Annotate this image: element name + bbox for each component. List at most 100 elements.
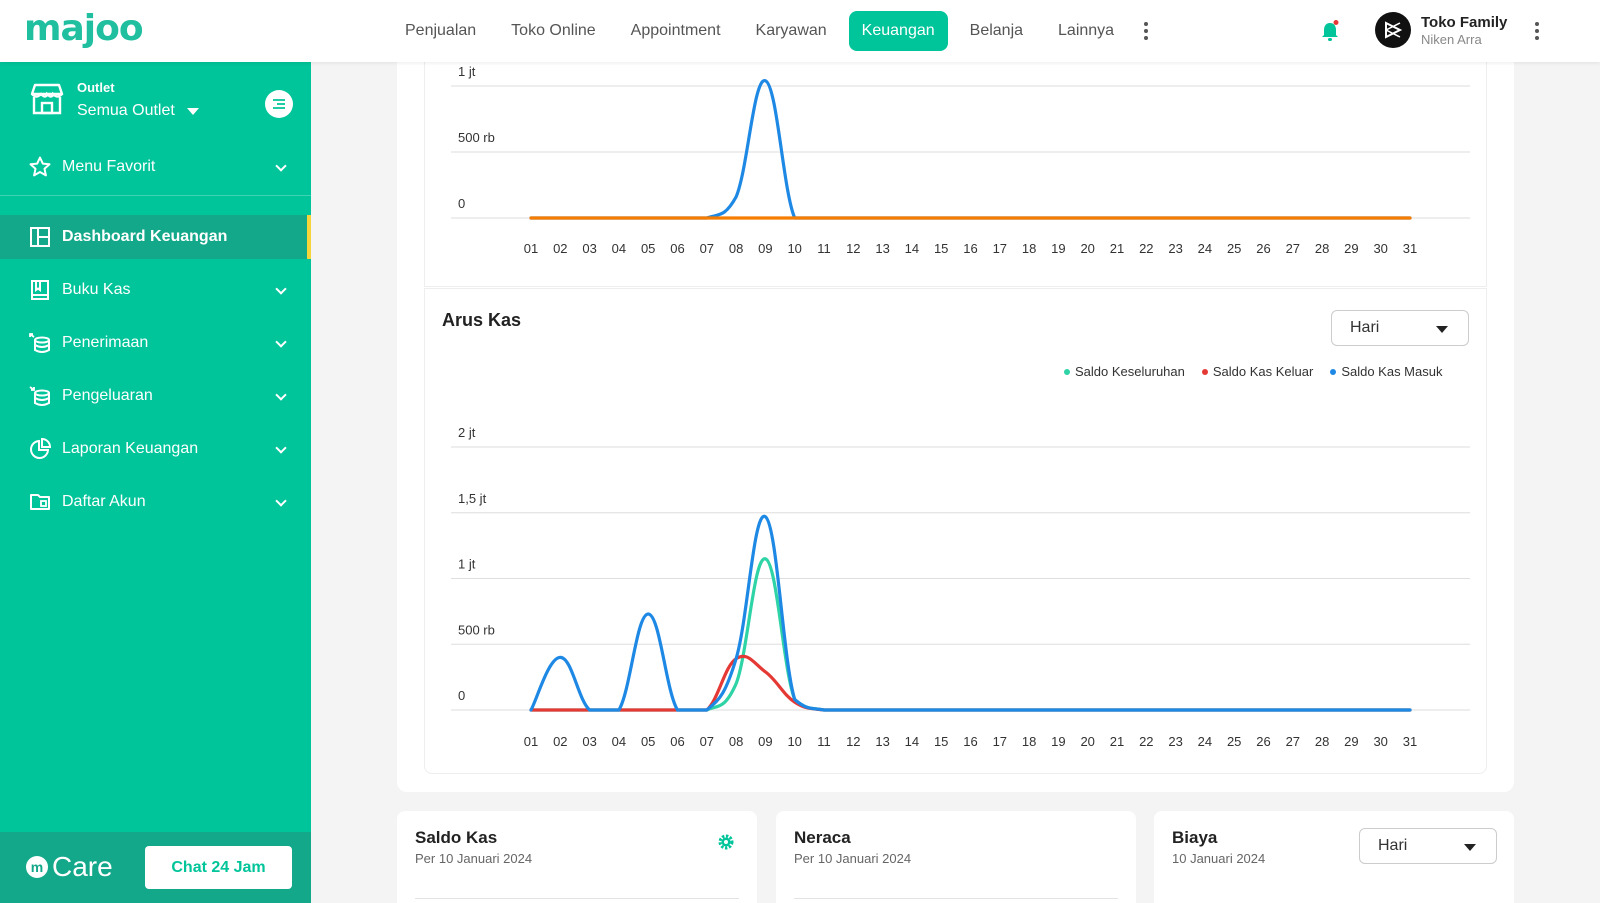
- x-tick-label: 20: [1080, 241, 1094, 256]
- biaya-title: Biaya: [1172, 828, 1218, 847]
- care-logo: m Care: [26, 851, 113, 883]
- store-icon: [30, 83, 64, 115]
- sidebar-item-label: Daftar Akun: [62, 493, 146, 510]
- arus-kas-title: Arus Kas: [442, 310, 522, 330]
- book-icon: [28, 278, 52, 302]
- x-tick-label: 24: [1198, 734, 1212, 749]
- caret-down-icon: [1464, 844, 1476, 851]
- x-tick-label: 21: [1110, 241, 1124, 256]
- x-tick-label: 23: [1168, 734, 1182, 749]
- dashboard-icon: [28, 225, 52, 249]
- outlet-value: Semua Outlet: [77, 102, 175, 119]
- x-tick-label: 20: [1080, 734, 1094, 749]
- y-tick-label: 500 rb: [458, 622, 495, 637]
- menu-collapse-icon: [273, 99, 285, 109]
- y-tick-label: 1 jt: [458, 64, 476, 79]
- outlet-dropdown[interactable]: Semua Outlet: [77, 102, 199, 120]
- arus-kas-period-select[interactable]: Hari: [1331, 310, 1469, 346]
- x-tick-label: 05: [641, 734, 655, 749]
- collapse-sidebar-button[interactable]: [265, 90, 293, 118]
- star-icon: [28, 155, 52, 179]
- more-nav-icon[interactable]: [1136, 11, 1156, 51]
- sidebar: Outlet Semua Outlet Menu Favorit Dashboa…: [0, 62, 311, 903]
- series-line-series-1: [529, 79, 1412, 220]
- caret-down-icon: [186, 107, 199, 115]
- card-divider: [794, 898, 1118, 899]
- x-tick-label: 30: [1373, 734, 1387, 749]
- profile-subtitle: Niken Arra: [1421, 31, 1482, 47]
- notification-bell-icon[interactable]: [1320, 20, 1340, 42]
- x-tick-label: 25: [1227, 241, 1241, 256]
- x-tick-label: 15: [934, 241, 948, 256]
- sidebar-item-penerimaan[interactable]: Penerimaan: [0, 321, 311, 365]
- x-tick-label: 21: [1110, 734, 1124, 749]
- x-tick-label: 13: [875, 241, 889, 256]
- legend-item-saldo-kas-masuk[interactable]: Saldo Kas Masuk: [1330, 364, 1442, 379]
- x-tick-label: 09: [758, 734, 772, 749]
- main-nav: Penjualan Toko Online Appointment Karyaw…: [392, 11, 1156, 51]
- x-tick-label: 26: [1256, 241, 1270, 256]
- sidebar-item-label: Penerimaan: [62, 334, 149, 351]
- x-tick-label: 10: [787, 241, 801, 256]
- chat-24-jam-button[interactable]: Chat 24 Jam: [145, 846, 292, 889]
- x-tick-label: 27: [1286, 734, 1300, 749]
- series-line-saldo-kas-masuk: [529, 515, 1412, 712]
- x-tick-label: 04: [612, 734, 626, 749]
- nav-keuangan[interactable]: Keuangan: [848, 11, 948, 51]
- legend-item-saldo-kas-keluar[interactable]: Saldo Kas Keluar: [1201, 364, 1314, 379]
- y-tick-label: 500 rb: [458, 130, 495, 145]
- majoo-m-icon: m: [26, 856, 48, 878]
- sidebar-item-label: Menu Favorit: [62, 158, 156, 175]
- x-tick-label: 08: [729, 734, 743, 749]
- x-tick-label: 29: [1344, 734, 1358, 749]
- period-value: Hari: [1350, 319, 1380, 336]
- profile-name: Toko Family: [1421, 13, 1508, 31]
- x-tick-label: 06: [670, 241, 684, 256]
- caret-down-icon: [1436, 326, 1448, 333]
- x-tick-label: 29: [1344, 241, 1358, 256]
- profile-menu-icon[interactable]: [1527, 11, 1547, 51]
- nav-lainnya[interactable]: Lainnya: [1058, 22, 1115, 39]
- nav-karyawan[interactable]: Karyawan: [755, 22, 827, 39]
- neraca-title: Neraca: [794, 828, 851, 847]
- avatar: [1375, 12, 1411, 48]
- biaya-card: Biaya 10 Januari 2024 Hari: [1154, 811, 1514, 903]
- nav-penjualan[interactable]: Penjualan: [405, 22, 477, 39]
- x-tick-label: 11: [817, 241, 831, 256]
- chart-2: 0 500 rb 1 jt 1,5 jt 2 jt 01 02 03 04 05 06 07 08 09 1…: [451, 425, 1470, 749]
- sidebar-item-dashboard-keuangan[interactable]: Dashboard Keuangan: [0, 215, 311, 259]
- legend-label: Saldo Keseluruhan: [1075, 364, 1185, 379]
- sidebar-item-buku-kas[interactable]: Buku Kas: [0, 268, 311, 312]
- sidebar-item-daftar-akun[interactable]: Daftar Akun: [0, 480, 311, 524]
- x-tick-label: 13: [875, 734, 889, 749]
- x-tick-label: 17: [993, 734, 1007, 749]
- pie-chart-icon: [28, 437, 52, 461]
- x-tick-label: 06: [670, 734, 684, 749]
- nav-belanja[interactable]: Belanja: [969, 22, 1024, 39]
- sidebar-item-pengeluaran[interactable]: Pengeluaran: [0, 374, 311, 418]
- x-tick-label: 23: [1168, 241, 1182, 256]
- user-profile[interactable]: Toko Family Niken Arra: [1375, 12, 1507, 48]
- sidebar-item-menu-favorit[interactable]: Menu Favorit: [0, 145, 311, 189]
- x-tick-label: 25: [1227, 734, 1241, 749]
- x-tick-label: 28: [1315, 241, 1329, 256]
- x-tick-label: 02: [553, 241, 567, 256]
- nav-toko-online[interactable]: Toko Online: [511, 22, 596, 39]
- outlet-selector[interactable]: Outlet Semua Outlet: [28, 80, 199, 119]
- gear-icon[interactable]: [717, 833, 735, 851]
- legend-item-saldo-keseluruhan[interactable]: Saldo Keseluruhan: [1064, 364, 1185, 379]
- legend-label: Saldo Kas Keluar: [1212, 364, 1314, 379]
- x-tick-label: 24: [1198, 241, 1212, 256]
- sidebar-item-laporan-keuangan[interactable]: Laporan Keuangan: [0, 427, 311, 471]
- chart-1: 0 500 rb 1 jt 01 02 03 04 05 06 07 08 09 10 11 12 13 14 1…: [451, 64, 1470, 256]
- legend-dot: [1201, 368, 1208, 375]
- chart-panel-top: [424, 62, 1487, 287]
- x-tick-label: 11: [817, 734, 831, 749]
- sidebar-item-label: Dashboard Keuangan: [62, 228, 228, 245]
- majoo-logo[interactable]: majoo: [24, 8, 144, 49]
- series-line-saldo-kas-keluar: [529, 654, 1412, 712]
- x-tick-label: 01: [524, 241, 538, 256]
- x-tick-label: 31: [1403, 734, 1417, 749]
- biaya-period-select[interactable]: Hari: [1359, 828, 1497, 864]
- nav-appointment[interactable]: Appointment: [630, 22, 721, 39]
